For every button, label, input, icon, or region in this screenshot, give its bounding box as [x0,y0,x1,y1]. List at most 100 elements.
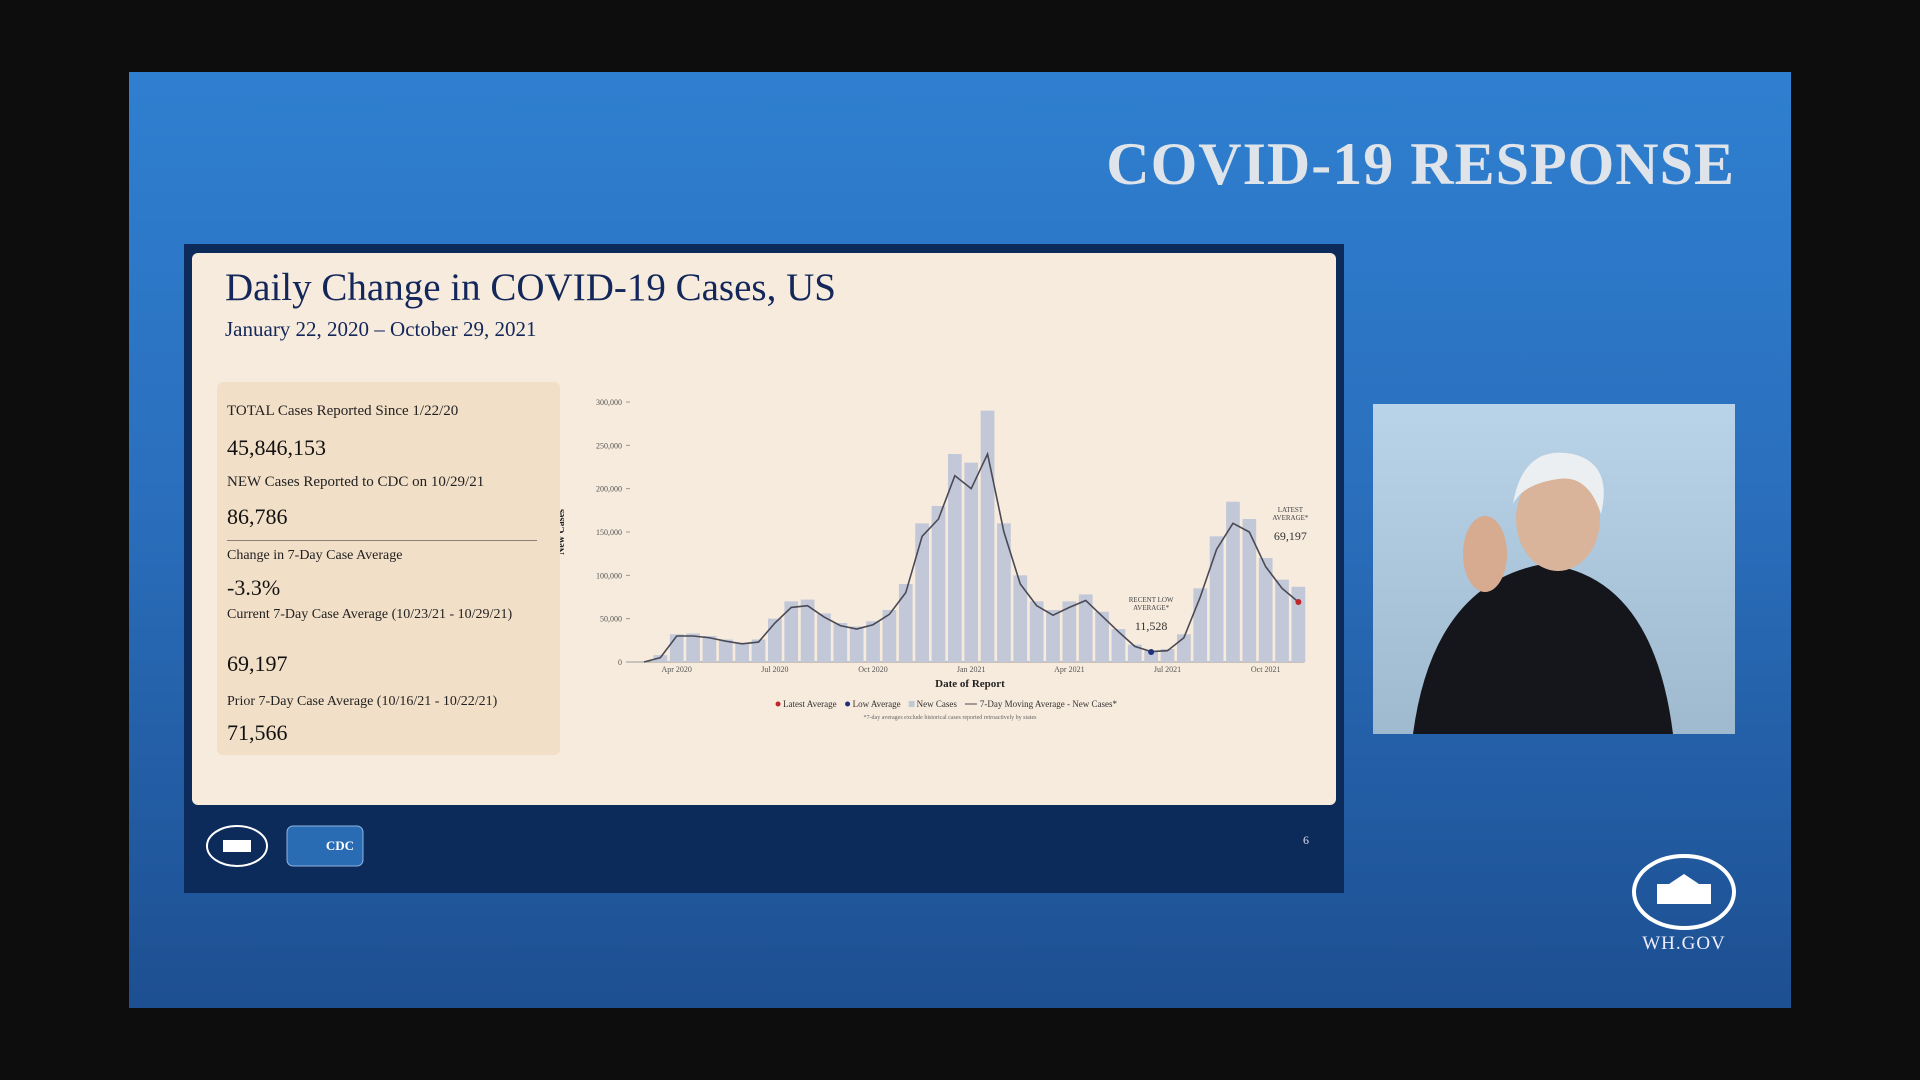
x-tick-label: Jul 2020 [761,665,788,674]
wh-logo-building [223,840,251,852]
broadcast-frame: COVID-19 RESPONSE Daily Change in COVID-… [129,72,1791,1008]
x-tick-label: Apr 2020 [661,665,691,674]
bar [735,642,750,662]
stat-value: -3.3% [227,575,281,600]
bar [1144,650,1159,662]
stat-value: 69,197 [227,651,288,676]
bar [784,601,799,662]
annotation-value: 11,528 [1135,619,1168,633]
y-axis-title: New Cases [560,509,567,555]
footnote: *7-day averages exclude historical cases… [864,715,1038,721]
legend-swatch [775,701,781,707]
annotation-text: AVERAGE* [1272,514,1309,522]
cdc-logo-text: CDC [326,838,354,853]
bar [1209,536,1224,662]
bar [849,626,864,662]
broadcast-title: COVID-19 RESPONSE [1106,131,1735,197]
x-axis-title: Date of Report [935,678,1005,690]
legend-label: New Cases [917,699,958,709]
x-tick-label: Oct 2020 [858,665,888,674]
legend-label: Latest Average [783,699,837,709]
stat-label: TOTAL Cases Reported Since 1/22/20 [227,403,459,419]
stats-panel: TOTAL Cases Reported Since 1/22/20 45,84… [217,382,560,755]
bar [768,618,782,662]
bar [997,523,1011,662]
bar [947,454,962,662]
bar [882,610,897,662]
bar [653,655,668,662]
stat-label: Prior 7-Day Case Average (10/16/21 - 10/… [227,694,498,709]
average-dot [1295,599,1302,606]
stat-value: 45,846,153 [227,435,326,460]
stat-label: Current 7-Day Case Average (10/23/21 - 1… [227,607,513,622]
wh-logo [1632,854,1736,930]
bar [751,639,766,662]
bar [1095,611,1109,662]
slide-card: Daily Change in COVID-19 Cases, US Janua… [192,253,1336,805]
bar [866,621,880,662]
slide-title: Daily Change in COVID-19 Cases, US [225,266,836,309]
interpreter-figure [1413,452,1673,734]
y-tick-label: 0 [618,658,622,667]
bar [1062,601,1077,662]
cdc-logo [286,825,364,867]
legend-swatch [908,701,915,707]
interpreter-video [1373,404,1735,734]
divider [227,540,537,541]
slide: Daily Change in COVID-19 Cases, US Janua… [184,244,1344,893]
stat-label: NEW Cases Reported to CDC on 10/29/21 [227,474,485,490]
chart: 0 50,000 100,000 150,000 200,000 250,000 300,0… [560,398,1309,721]
x-tick-label: Jul 2021 [1154,665,1181,674]
bar [1160,649,1175,662]
annotation-text: LATEST [1278,506,1304,514]
bar [1029,601,1044,662]
slide-subtitle: January 22, 2020 – October 29, 2021 [225,317,537,341]
bar [686,633,700,662]
bar [718,639,733,662]
bar [1046,610,1060,662]
bar [833,623,848,662]
annotation-text: RECENT LOW [1129,596,1174,604]
bar [800,599,815,662]
stat-value: 71,566 [227,720,288,745]
page-number: 6 [1303,833,1309,847]
bar [1258,558,1273,662]
bar [915,523,929,662]
bar [1078,594,1093,662]
legend: Latest Average Low Average New Cases 7-Day … [775,699,1118,709]
average-line [643,451,1299,663]
bar [702,636,717,662]
x-tick-label: Apr 2021 [1054,665,1084,674]
average-dot [1148,649,1155,656]
annotation-text: AVERAGE* [1133,604,1170,612]
bar [1111,629,1126,662]
stat-label: Change in 7-Day Case Average [227,548,403,563]
legend-label: 7-Day Moving Average - New Cases* [980,699,1118,709]
bar [1193,588,1208,662]
y-tick-label: 200,000 [596,485,622,494]
bar [1127,644,1142,662]
annotation-value: 69,197 [1274,529,1307,543]
bar [1226,501,1240,662]
y-tick-label: 250,000 [596,441,622,450]
stat-value: 86,786 [227,504,288,529]
y-tick-label: 50,000 [600,615,622,624]
bar [964,462,979,662]
site-label: WH.GOV [1642,933,1726,954]
y-tick-label: 100,000 [596,571,622,580]
legend-label: Low Average [853,699,901,709]
bar [817,613,831,662]
bar [898,584,913,662]
logos: CDC [206,825,364,867]
x-tick-label: Jan 2021 [957,665,986,674]
bar [1013,575,1028,662]
legend-swatch [845,701,851,707]
bar [1242,519,1257,662]
y-tick-label: 150,000 [596,528,622,537]
bar [1291,586,1306,662]
y-tick-label: 300,000 [596,398,622,407]
bar [1275,579,1289,662]
bar [669,634,684,662]
bar [980,410,995,662]
